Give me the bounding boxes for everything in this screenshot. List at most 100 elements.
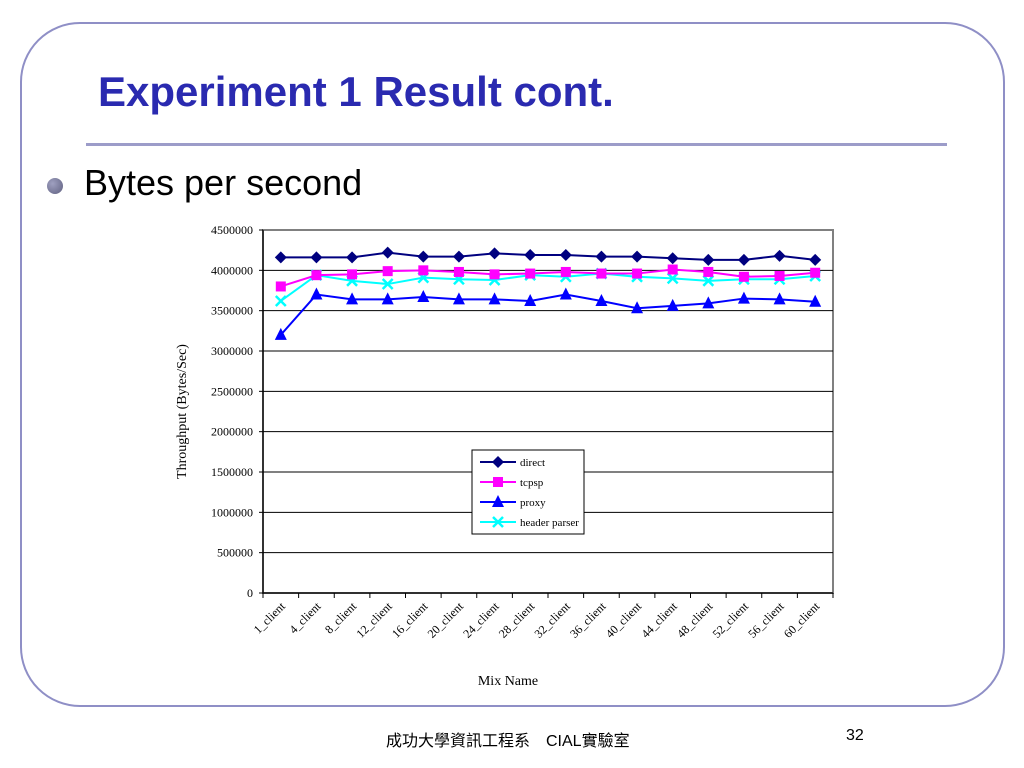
x-tick-label: 56_client xyxy=(745,599,787,641)
data-point-tcpsp xyxy=(275,281,286,292)
legend-marker xyxy=(493,477,503,487)
legend-label: proxy xyxy=(520,497,546,509)
x-tick-label: 32_client xyxy=(531,599,573,641)
data-point-tcpsp xyxy=(560,266,571,277)
marker-stroke xyxy=(381,278,394,290)
legend-label: header parser xyxy=(520,517,579,529)
data-point-direct xyxy=(274,251,287,264)
x-axis-title: Mix Name xyxy=(478,674,538,689)
x-tick-label: 16_client xyxy=(389,599,431,641)
data-point-direct xyxy=(310,251,323,264)
legend: direct tcpsp proxy header parser xyxy=(471,449,585,535)
marker-stroke xyxy=(274,295,287,307)
data-point-proxy xyxy=(773,292,786,305)
slide-title: Experiment 1 Result cont. xyxy=(98,68,614,115)
legend-box xyxy=(471,449,585,535)
data-point-proxy xyxy=(381,292,394,305)
data-point-tcpsp xyxy=(489,269,500,280)
bullet-icon xyxy=(47,178,63,194)
data-point-tcpsp xyxy=(774,270,785,281)
marker-stroke xyxy=(666,272,679,285)
data-point-proxy xyxy=(417,289,430,302)
x-tick-label: 1_client xyxy=(251,599,289,637)
x-tick-label: 44_client xyxy=(638,599,680,641)
series-line-proxy xyxy=(280,293,816,336)
data-point-proxy xyxy=(737,291,750,304)
throughput-chart: 0 500000 1000000 1500000 2000000 2500000 30000… xyxy=(175,223,834,689)
data-point-proxy xyxy=(666,298,679,311)
data-point-tcpsp xyxy=(738,271,749,282)
legend-label: direct xyxy=(520,457,545,469)
data-point-direct xyxy=(702,253,715,266)
data-point-proxy xyxy=(631,301,644,314)
y-tick-label: 0 xyxy=(247,586,253,600)
data-point-direct xyxy=(417,250,430,263)
data-point-direct xyxy=(452,250,465,263)
data-point-tcpsp xyxy=(810,267,821,278)
data-point-direct xyxy=(631,250,644,263)
data-point-tcpsp xyxy=(596,268,607,279)
y-tick-label: 1000000 xyxy=(211,505,253,519)
x-tick-label: 4_client xyxy=(286,599,324,637)
data-point-tcpsp xyxy=(347,269,358,280)
x-tick-label: 28_client xyxy=(496,599,538,641)
page-number: 32 xyxy=(846,727,864,744)
data-point-tcpsp xyxy=(453,266,464,277)
x-tick-label: 24_client xyxy=(460,599,502,641)
data-point-header-parser xyxy=(666,272,679,285)
data-point-tcpsp xyxy=(632,268,643,279)
data-point-proxy xyxy=(595,293,608,306)
y-tick-label: 2500000 xyxy=(211,384,253,398)
data-point-tcpsp xyxy=(703,266,714,277)
y-tick-label: 500000 xyxy=(217,546,253,560)
data-point-proxy xyxy=(346,292,359,305)
data-point-tcpsp xyxy=(382,266,393,277)
y-tick-label: 4000000 xyxy=(211,263,253,277)
data-point-proxy xyxy=(559,287,572,300)
legend-marker xyxy=(492,495,504,507)
data-point-direct xyxy=(773,249,786,262)
data-point-direct xyxy=(737,253,750,266)
marker-stroke xyxy=(492,516,504,528)
x-tick-label: 60_client xyxy=(781,599,823,641)
x-tick-label: 36_client xyxy=(567,599,609,641)
series-line-direct xyxy=(280,251,816,261)
marker-stroke xyxy=(702,274,715,287)
y-tick-label: 3000000 xyxy=(211,344,253,358)
footer-institution: 成功大學資訊工程系 CIAL實驗室 xyxy=(386,733,630,750)
data-point-proxy xyxy=(809,294,822,307)
legend-marker xyxy=(492,516,504,528)
series-line-header-parser xyxy=(280,272,816,302)
x-tick-label: 20_client xyxy=(425,599,467,641)
x-tick-label: 48_client xyxy=(674,599,716,641)
x-tick-label: 52_client xyxy=(710,599,752,641)
title-divider xyxy=(86,143,947,146)
y-axis-title: Throughput (Bytes/Sec) xyxy=(175,344,190,479)
data-point-proxy xyxy=(274,327,287,340)
data-point-direct xyxy=(559,249,572,262)
y-tick-label: 1500000 xyxy=(211,465,253,479)
x-tick-label: 12_client xyxy=(353,599,395,641)
data-point-tcpsp xyxy=(418,265,429,276)
y-tick-label: 2000000 xyxy=(211,425,253,439)
data-point-header-parser xyxy=(274,295,287,307)
data-point-header-parser xyxy=(702,274,715,287)
data-point-proxy xyxy=(488,292,501,305)
data-point-direct xyxy=(524,249,537,262)
data-point-proxy xyxy=(310,287,323,300)
legend-label: tcpsp xyxy=(520,477,544,489)
slide-frame xyxy=(20,22,1005,707)
y-tick-label: 3500000 xyxy=(211,304,253,318)
bullet-text: Bytes per second xyxy=(84,162,363,203)
data-point-direct xyxy=(488,247,501,260)
data-point-header-parser xyxy=(381,278,394,290)
data-point-tcpsp xyxy=(525,268,536,279)
data-point-proxy xyxy=(702,296,715,309)
data-point-direct xyxy=(809,253,822,266)
legend-marker xyxy=(492,456,504,468)
data-point-direct xyxy=(666,252,679,265)
data-point-tcpsp xyxy=(311,270,322,281)
data-point-direct xyxy=(381,246,394,259)
x-tick-label: 40_client xyxy=(603,599,645,641)
y-tick-label: 4500000 xyxy=(211,223,253,237)
